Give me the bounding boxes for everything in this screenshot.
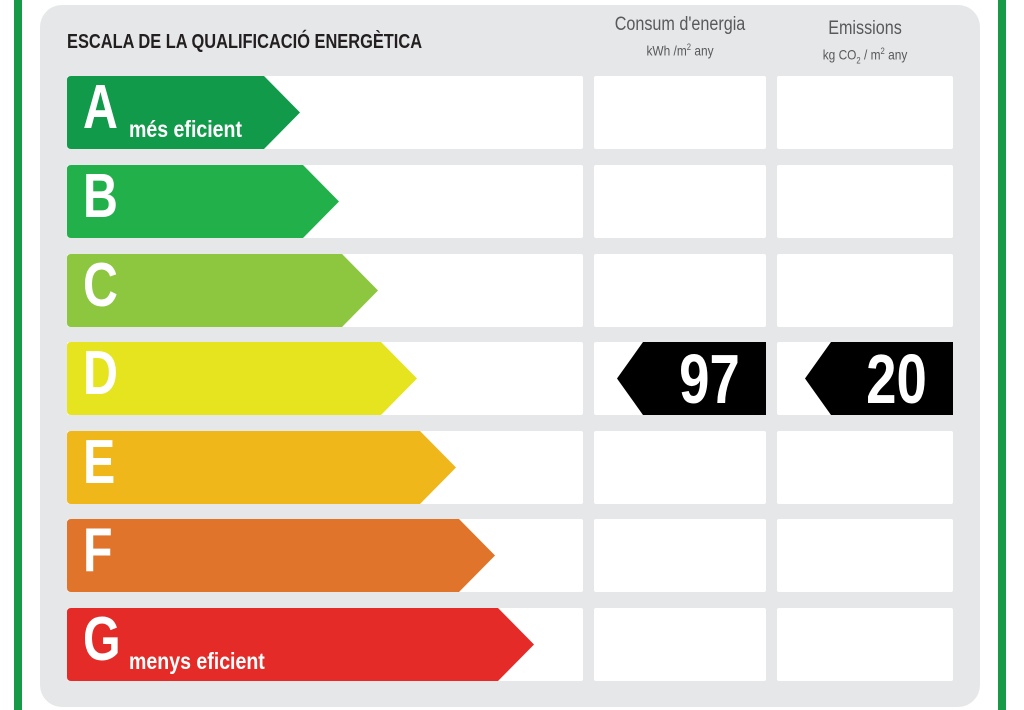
emissions-cell xyxy=(777,165,953,238)
energy-column-header: Consum d'energia kWh /m2 any xyxy=(607,14,753,59)
emissions-cell xyxy=(777,76,953,149)
class-letter: B xyxy=(83,162,118,231)
class-arrow-f: F xyxy=(67,516,495,592)
class-letter: D xyxy=(83,339,118,408)
class-letter: A xyxy=(83,73,118,142)
energy-unit: kWh /m2 any xyxy=(646,42,714,59)
energy-label: Consum d'energia xyxy=(614,14,746,35)
emissions-column-header: Emissions kg CO2 / m2 any xyxy=(790,18,940,65)
class-letter: F xyxy=(83,516,113,585)
emissions-unit: kg CO2 / m2 any xyxy=(822,46,908,66)
class-letter: E xyxy=(83,428,116,497)
right-border xyxy=(998,0,1006,710)
class-arrow-e: E xyxy=(67,428,456,504)
emissions-label: Emissions xyxy=(828,18,902,39)
class-caption: menys eficient xyxy=(129,648,265,674)
energy-cell xyxy=(594,431,766,504)
class-caption: més eficient xyxy=(129,116,243,142)
emissions-cell xyxy=(777,431,953,504)
emissions-cell xyxy=(777,519,953,592)
rating-value: 20 xyxy=(866,340,927,418)
class-letter: C xyxy=(83,251,118,320)
energy-cell xyxy=(594,608,766,681)
rating-value: 97 xyxy=(679,340,740,418)
left-border xyxy=(14,0,22,710)
energy-rating-tag: 97 xyxy=(617,340,766,418)
page-title: ESCALA DE LA QUALIFICACIÓ ENERGÈTICA xyxy=(67,31,423,53)
class-arrow-b: B xyxy=(67,162,339,238)
energy-cell xyxy=(594,165,766,238)
energy-cell xyxy=(594,519,766,592)
energy-cell xyxy=(594,76,766,149)
class-arrow-c: C xyxy=(67,251,378,327)
class-arrow-d: D xyxy=(67,339,417,415)
class-letter: G xyxy=(83,605,121,674)
emissions-cell xyxy=(777,254,953,327)
emissions-rating-tag: 20 xyxy=(805,340,953,418)
emissions-cell xyxy=(777,608,953,681)
energy-cell xyxy=(594,254,766,327)
